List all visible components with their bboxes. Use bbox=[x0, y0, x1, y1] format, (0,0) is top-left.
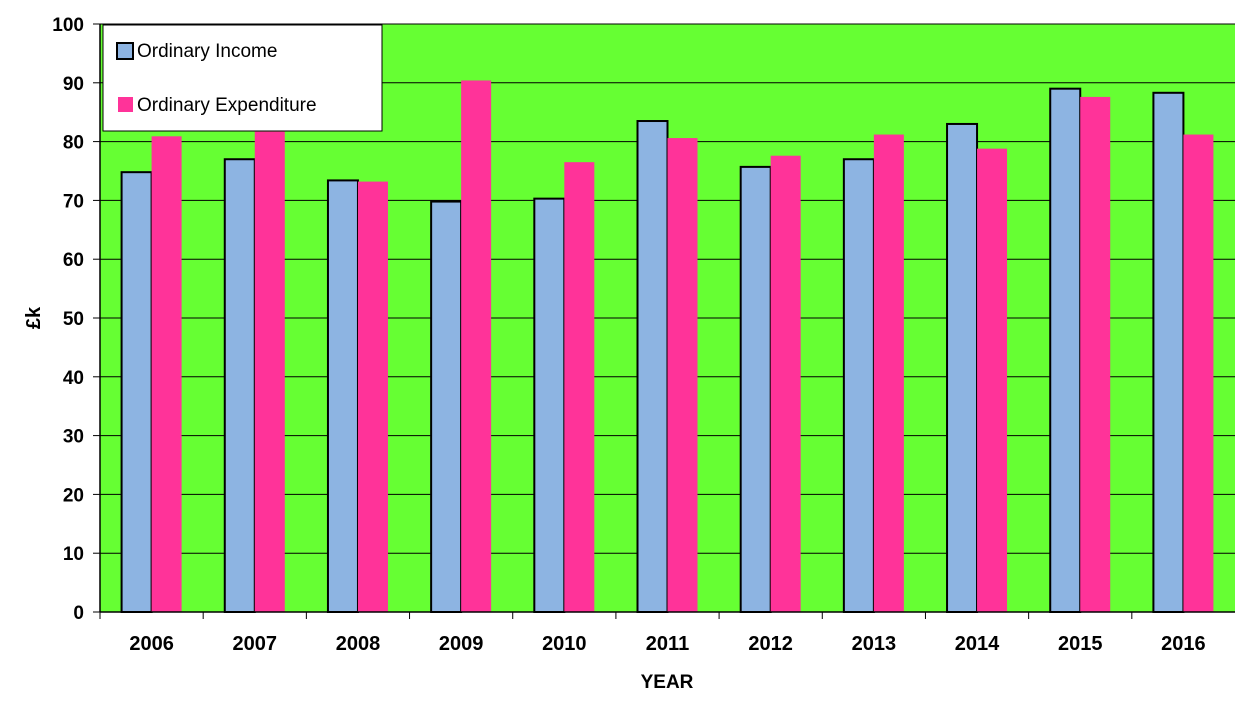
x-tick-label: 2008 bbox=[336, 633, 381, 655]
y-tick-label: 10 bbox=[63, 544, 84, 565]
bar-expenditure bbox=[254, 131, 285, 612]
x-tick-label: 2013 bbox=[852, 633, 897, 655]
bar-income bbox=[326, 179, 359, 614]
bar-expenditure bbox=[461, 80, 492, 612]
bar-expenditure bbox=[770, 155, 801, 612]
bar-expenditure bbox=[977, 148, 1008, 612]
bar-expenditure bbox=[667, 138, 698, 612]
legend-label-income: Ordinary Income bbox=[137, 41, 277, 62]
bar-expenditure bbox=[564, 162, 595, 612]
x-tick-label: 2007 bbox=[233, 633, 278, 655]
y-tick-label: 90 bbox=[63, 74, 84, 95]
bar-income bbox=[430, 200, 463, 614]
y-tick-label: 70 bbox=[63, 191, 84, 212]
y-tick-label: 40 bbox=[63, 368, 84, 389]
bar-income bbox=[1152, 91, 1185, 613]
tick-labels: 0 10 20 30 40 50 60 70 80 90 100 2006 2007 2008 2009 20… bbox=[52, 15, 1205, 655]
bar-income bbox=[739, 165, 772, 613]
legend-swatch-expenditure bbox=[118, 97, 133, 112]
y-tick-label: 60 bbox=[63, 250, 84, 271]
x-axis-label: YEAR bbox=[641, 672, 694, 693]
bar-income bbox=[1049, 87, 1082, 614]
x-tick-label: 2016 bbox=[1161, 633, 1206, 655]
y-tick-label: 20 bbox=[63, 485, 84, 506]
legend-label-expenditure: Ordinary Expenditure bbox=[137, 95, 317, 116]
axes bbox=[93, 23, 1235, 619]
y-axis-label: £k bbox=[23, 306, 45, 329]
x-tick-label: 2012 bbox=[748, 633, 793, 655]
y-tick-label: 30 bbox=[63, 427, 84, 448]
bar-expenditure bbox=[1183, 134, 1214, 612]
bar-income bbox=[223, 158, 256, 614]
x-tick-label: 2015 bbox=[1058, 633, 1103, 655]
y-tick-label: 50 bbox=[63, 309, 84, 330]
bar-expenditure bbox=[357, 181, 388, 613]
bar-expenditure bbox=[873, 134, 904, 612]
x-tick-label: 2011 bbox=[646, 633, 689, 655]
x-tick-label: 2010 bbox=[542, 633, 587, 655]
y-tick-label: 80 bbox=[63, 133, 84, 154]
x-tick-label: 2009 bbox=[439, 633, 484, 655]
bar-income bbox=[946, 122, 979, 614]
bar-expenditure bbox=[151, 136, 182, 613]
x-tick-label: 2014 bbox=[955, 633, 1000, 655]
legend-swatch-income bbox=[116, 42, 134, 60]
bar-income bbox=[842, 158, 875, 614]
bar-income bbox=[533, 197, 566, 614]
y-tick-label: 100 bbox=[52, 15, 84, 36]
x-tick-label: 2006 bbox=[129, 633, 174, 655]
bar-income bbox=[636, 120, 669, 614]
legend-box bbox=[102, 24, 383, 132]
bar-expenditure bbox=[1080, 96, 1111, 613]
y-tick-label: 0 bbox=[73, 603, 84, 624]
bars bbox=[120, 80, 1214, 614]
bar-income bbox=[120, 171, 153, 613]
legend: Ordinary Income Ordinary Expenditure bbox=[102, 24, 383, 132]
